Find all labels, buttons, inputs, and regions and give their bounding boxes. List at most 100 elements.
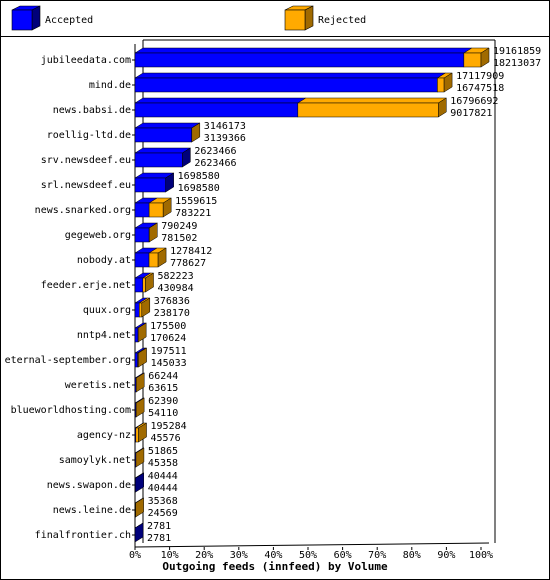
bar [134,252,150,268]
y-tick-label: roellig-ltd.de [47,130,131,141]
y-tick-label: finalfrontier.ch [35,530,131,541]
total-label: 2781 [147,521,171,532]
bar-side [141,297,151,318]
bar-top [134,47,473,54]
total-label: 17117909 [456,71,504,82]
bar [135,427,139,443]
legend-swatch [284,9,306,31]
accepted-label: 2623466 [194,158,236,169]
y-tick-label: mind.de [89,80,131,91]
legend-label: Rejected [318,15,366,26]
y-tick-label: quux.org [83,305,131,316]
bar [134,152,183,168]
accepted-label: 170624 [150,333,186,344]
bar [142,277,146,293]
bar-side [443,72,453,93]
bar-side [138,347,147,368]
total-label: 376836 [154,296,190,307]
y-tick-label: blueworldhosting.com [11,405,131,416]
bar [134,352,138,368]
y-tick-label: agency-nz [77,430,131,441]
total-label: 51865 [148,446,178,457]
accepted-label: 16747518 [456,83,504,94]
total-label: 35368 [148,496,178,507]
y-tick-label: nntp4.net [77,330,131,341]
x-axis [134,542,490,548]
y-tick-label: news.babsi.de [53,105,131,116]
y-tick-label: srv.newsdeef.eu [41,155,131,166]
accepted-label: 63615 [148,383,178,394]
accepted-label: 45358 [148,458,178,469]
bar-top [134,122,201,129]
total-label: 16796692 [450,96,498,107]
accepted-label: 40444 [148,483,178,494]
total-label: 19161859 [493,46,541,57]
total-label: 197511 [151,346,187,357]
bar [134,127,192,143]
y-tick-label: weretis.net [65,380,131,391]
bar-top [134,97,307,104]
x-tick-label: 20% [195,550,213,561]
x-tick-label: 50% [299,550,317,561]
y-tick-label: jubileedata.com [41,55,131,66]
bar [134,202,150,218]
total-label: 195284 [151,421,187,432]
bar [134,277,144,293]
y-tick-label: srl.newsdeef.eu [41,180,131,191]
bar [297,102,439,118]
bar [463,52,482,68]
accepted-label: 24569 [148,508,178,519]
bar [134,177,166,193]
bar [134,302,140,318]
accepted-label: 3139366 [204,133,246,144]
accepted-label: 778627 [170,258,206,269]
total-label: 3146173 [204,121,246,132]
bar-side [480,47,490,68]
accepted-label: 430984 [158,283,194,294]
bar [134,102,299,118]
accepted-label: 238170 [154,308,190,319]
bar [134,227,150,243]
bar-top [296,97,448,104]
bar-side [438,97,447,118]
bar-side [182,147,191,168]
legend-swatch [11,9,33,31]
y-tick-label: news.snarked.org [35,205,131,216]
y-tick-label: eternal-september.org [5,355,131,366]
bar-side [191,122,201,143]
y-tick-label: feeder.erje.net [41,280,131,291]
bar-side [135,497,144,518]
accepted-label: 45576 [151,433,181,444]
legend-swatch-side [31,5,41,31]
accepted-label: 2781 [147,533,171,544]
bar-side [165,172,174,193]
x-tick-label: 80% [403,550,421,561]
bar [437,77,445,93]
bar-top [134,72,447,79]
bar-side [149,222,158,243]
bar [134,77,438,93]
y-tick-label: news.leine.de [53,505,131,516]
total-label: 2623466 [194,146,236,157]
bar [134,52,465,68]
total-label: 1698580 [178,171,220,182]
accepted-label: 9017821 [450,108,492,119]
accepted-label: 783221 [175,208,211,219]
x-axis-title: Outgoing feeds (innfeed) by Volume [162,560,388,573]
accepted-label: 54110 [148,408,178,419]
total-label: 790249 [161,221,197,232]
y-tick-label: samoylyk.net [59,455,131,466]
bar [148,252,159,268]
accepted-label: 781502 [161,233,197,244]
bar-side [134,522,144,543]
accepted-label: 1698580 [178,183,220,194]
total-label: 582223 [158,271,194,282]
y-tick-label: nobody.at [77,255,131,266]
x-tick-label: 90% [437,550,455,561]
x-tick-label: 60% [334,550,352,561]
bar-side [145,272,154,293]
bar-top [134,147,192,154]
bar-side [135,397,145,418]
legend-label: Accepted [45,15,93,26]
